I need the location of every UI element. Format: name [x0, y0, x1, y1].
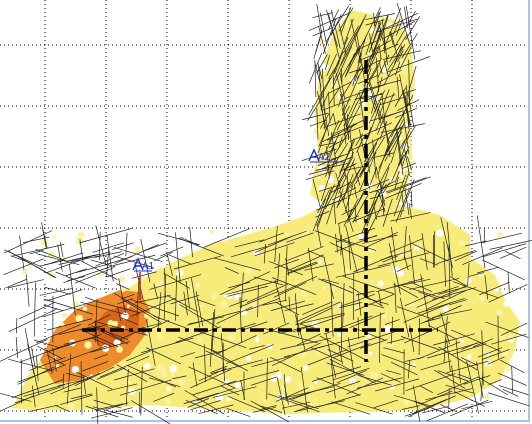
well-marker-a2[interactable]: A2	[308, 148, 345, 163]
well-marker-a1[interactable]: A1	[132, 257, 155, 272]
well-trajectories	[82, 60, 438, 362]
well-label-a1: A1	[142, 261, 155, 272]
well-icon	[308, 148, 320, 162]
well-label-a2: A2	[318, 152, 331, 163]
well-icon	[132, 257, 144, 271]
